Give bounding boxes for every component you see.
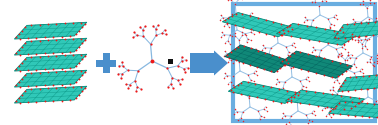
- Polygon shape: [276, 23, 358, 45]
- Bar: [102, 53, 110, 73]
- Bar: [96, 60, 116, 66]
- Polygon shape: [14, 70, 87, 87]
- Polygon shape: [338, 74, 378, 92]
- FancyArrow shape: [190, 50, 228, 76]
- Polygon shape: [222, 12, 294, 37]
- Polygon shape: [14, 86, 87, 103]
- Polygon shape: [334, 20, 378, 39]
- Polygon shape: [14, 54, 87, 71]
- Bar: [168, 58, 173, 64]
- Polygon shape: [280, 51, 352, 78]
- Polygon shape: [225, 45, 290, 73]
- Bar: [233, 4, 375, 121]
- Polygon shape: [14, 38, 87, 55]
- Polygon shape: [285, 90, 364, 110]
- Polygon shape: [228, 81, 300, 103]
- Polygon shape: [14, 22, 87, 39]
- Polygon shape: [328, 101, 378, 118]
